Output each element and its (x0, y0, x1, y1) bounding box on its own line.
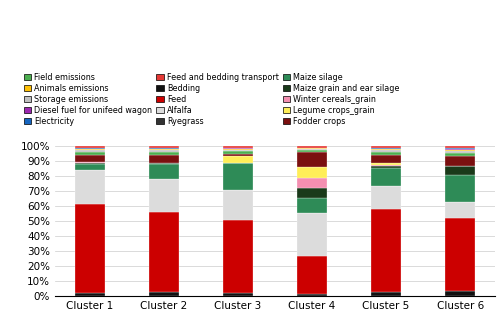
Bar (75, 162, 104, 163)
Bar (372, 146, 401, 148)
Bar (446, 151, 475, 153)
Bar (446, 291, 475, 296)
Bar (223, 146, 253, 148)
Bar (149, 212, 178, 292)
Bar (75, 155, 104, 162)
Bar (223, 156, 253, 163)
Bar (446, 150, 475, 151)
Bar (297, 178, 327, 188)
Bar (446, 218, 475, 291)
Bar (149, 146, 178, 148)
Bar (297, 294, 327, 296)
Bar (149, 149, 178, 150)
Bar (223, 151, 253, 154)
Bar (372, 150, 401, 152)
Bar (372, 292, 401, 296)
Bar (297, 198, 327, 214)
Bar (75, 146, 104, 148)
Bar (372, 168, 401, 186)
Bar (149, 155, 178, 163)
Bar (372, 166, 401, 168)
Bar (75, 148, 104, 149)
Bar (446, 156, 475, 166)
Bar (297, 150, 327, 152)
Bar (75, 164, 104, 170)
Bar (372, 152, 401, 155)
Bar (149, 164, 178, 179)
Bar (372, 149, 401, 150)
Bar (223, 293, 253, 296)
Bar (297, 214, 327, 256)
Bar (446, 153, 475, 156)
Bar (297, 167, 327, 178)
Bar (297, 256, 327, 294)
Bar (223, 190, 253, 219)
Bar (446, 175, 475, 202)
Legend: Field emissions, Animals emissions, Storage emissions, Diesel fuel for unifeed w: Field emissions, Animals emissions, Stor… (24, 72, 400, 125)
Bar (149, 152, 178, 155)
Bar (372, 148, 401, 149)
Bar (372, 165, 401, 166)
Bar (75, 150, 104, 151)
Bar (446, 202, 475, 218)
Bar (372, 163, 401, 165)
Bar (446, 149, 475, 150)
Bar (149, 163, 178, 164)
Bar (297, 188, 327, 198)
Bar (75, 151, 104, 155)
Bar (297, 149, 327, 150)
Bar (297, 152, 327, 167)
Bar (75, 170, 104, 204)
Bar (149, 150, 178, 152)
Bar (372, 209, 401, 292)
Bar (75, 163, 104, 164)
Bar (223, 150, 253, 151)
Bar (149, 179, 178, 212)
Bar (446, 166, 475, 175)
Bar (75, 293, 104, 296)
Bar (223, 219, 253, 293)
Bar (223, 154, 253, 156)
Bar (297, 148, 327, 149)
Bar (223, 149, 253, 150)
Bar (223, 148, 253, 149)
Bar (149, 292, 178, 296)
Bar (223, 163, 253, 190)
Bar (149, 148, 178, 149)
Bar (75, 204, 104, 293)
Bar (297, 146, 327, 148)
Bar (75, 149, 104, 150)
Bar (446, 146, 475, 149)
Bar (372, 155, 401, 163)
Bar (372, 186, 401, 209)
